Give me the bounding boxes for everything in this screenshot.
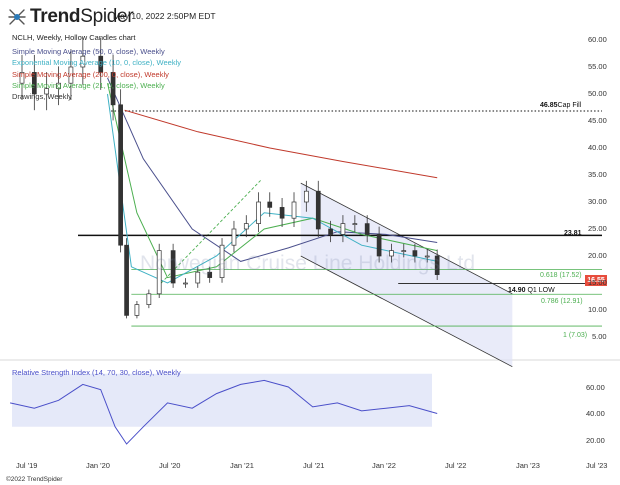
candle-body xyxy=(44,88,50,95)
candle-body xyxy=(303,190,309,203)
y-tick-label: 45.00 xyxy=(588,116,607,125)
sma200-line xyxy=(124,109,438,179)
y-tick-label: 5.00 xyxy=(592,332,607,341)
candle-body xyxy=(110,72,116,106)
y-tick-label: 60.00 xyxy=(588,35,607,44)
candle-body xyxy=(434,255,440,275)
x-tick-label: Jul '23 xyxy=(586,461,608,470)
rsi-line xyxy=(9,379,438,445)
q1-low-text: Q1 LOW xyxy=(527,287,555,294)
y-tick-label: 50.00 xyxy=(588,89,607,98)
q1-low-label: 14.90 Q1 LOW xyxy=(508,287,555,294)
candle-body xyxy=(146,293,152,305)
candle-body xyxy=(352,223,358,225)
x-tick-label: Jan '21 xyxy=(230,461,254,470)
rsi-band xyxy=(12,373,432,427)
fib-618-label: 0.618 (17.52) xyxy=(540,272,582,279)
candle-body xyxy=(231,228,237,246)
candle-body xyxy=(124,244,129,316)
y-tick-label: 35.00 xyxy=(588,170,607,179)
rsi-title: Relative Strength Index (14, 70, 30, clo… xyxy=(12,368,181,377)
trendspider-logo-icon xyxy=(8,9,26,25)
candle-body xyxy=(183,282,188,285)
q1-low-value: 14.90 xyxy=(508,287,526,294)
legend-sma50[interactable]: Simple Moving Average (50, 0, close), We… xyxy=(12,47,165,56)
cap-fill-value: 46.85 xyxy=(540,102,558,109)
candle-body xyxy=(195,271,201,284)
descending-channel-fill xyxy=(300,183,513,367)
x-tick-label: Jan '23 xyxy=(516,461,540,470)
candle-body xyxy=(291,201,297,219)
cap-fill-label: 46.85Cap Fill xyxy=(540,102,581,109)
timestamp: May 10, 2022 2:50PM EDT xyxy=(113,11,216,21)
candle-body xyxy=(68,66,74,84)
rsi-tick-label: 60.00 xyxy=(586,383,605,392)
candle-body xyxy=(98,55,104,73)
fib-786-label: 0.786 (12.91) xyxy=(541,298,583,305)
candle-body xyxy=(118,104,123,246)
candle-body xyxy=(31,72,37,95)
x-tick-label: Jul '22 xyxy=(445,461,467,470)
candle-body xyxy=(207,271,213,278)
candle-body xyxy=(315,190,321,230)
y-tick-label: 55.00 xyxy=(588,62,607,71)
candle-body xyxy=(243,223,249,230)
legend-sma21[interactable]: Simple Moving Average (21, 0, close), We… xyxy=(12,81,165,90)
candle-body xyxy=(156,250,162,295)
x-tick-label: Jul '19 xyxy=(16,461,38,470)
candle-body xyxy=(56,82,61,89)
candle-body xyxy=(389,250,394,257)
candle-body xyxy=(134,304,140,316)
candle-body xyxy=(340,223,346,235)
fib-1-label: 1 (7.03) xyxy=(563,332,588,339)
candle-body xyxy=(376,234,382,257)
candle-body xyxy=(279,207,285,219)
y-tick-label: 20.00 xyxy=(588,251,607,260)
chart-title: NCLH, Weekly, Hollow Candles chart xyxy=(12,33,136,42)
candle-body xyxy=(424,255,430,258)
cap-fill-text: Cap Fill xyxy=(557,102,582,109)
x-tick-label: Jul '20 xyxy=(159,461,181,470)
current-price-tag: 16.55 xyxy=(585,275,607,286)
candle-body xyxy=(19,72,25,84)
legend-ema10[interactable]: Exponential Moving Average (10, 0, close… xyxy=(12,58,181,67)
ema10-line xyxy=(107,93,438,284)
brand-name: TrendSpider xyxy=(30,6,134,28)
y-tick-label: 15.00 xyxy=(588,278,607,287)
trendspider-logo: TrendSpider xyxy=(8,6,134,28)
candle-body xyxy=(170,250,176,284)
channel-upper-line xyxy=(300,182,513,295)
candle-body xyxy=(364,223,370,235)
x-tick-label: Jul '21 xyxy=(303,461,325,470)
y-tick-label: 40.00 xyxy=(588,143,607,152)
channel-lower-line xyxy=(300,255,513,368)
sma50-line xyxy=(107,77,438,262)
candle-body xyxy=(256,201,261,224)
candle-body xyxy=(412,250,418,257)
candle-body xyxy=(219,244,225,278)
rsi-tick-label: 40.00 xyxy=(586,409,605,418)
candle-body xyxy=(80,55,86,68)
y-tick-label: 30.00 xyxy=(588,197,607,206)
candle-body xyxy=(267,201,273,208)
y-tick-label: 10.00 xyxy=(588,305,607,314)
legend-drawings[interactable]: Drawings, Weekly xyxy=(12,92,72,101)
x-tick-label: Jan '22 xyxy=(372,461,396,470)
brand-bold: Trend xyxy=(30,6,81,27)
candle-body xyxy=(401,250,407,252)
watermark: Norwegian Cruise Line Holdings Ltd xyxy=(140,252,476,275)
legend-sma200[interactable]: Simple Moving Average (200, 0, close), W… xyxy=(12,70,169,79)
rising-trendline xyxy=(160,180,261,284)
sma21-line xyxy=(107,83,438,279)
x-tick-label: Jan '20 xyxy=(86,461,110,470)
y-tick-label: 25.00 xyxy=(588,224,607,233)
rsi-tick-label: 20.00 xyxy=(586,436,605,445)
brand-light: Spider xyxy=(80,6,134,27)
level-2381-label: 23.81 xyxy=(564,230,582,237)
copyright: ©2022 TrendSpider xyxy=(6,476,63,483)
candle-body xyxy=(328,228,333,235)
